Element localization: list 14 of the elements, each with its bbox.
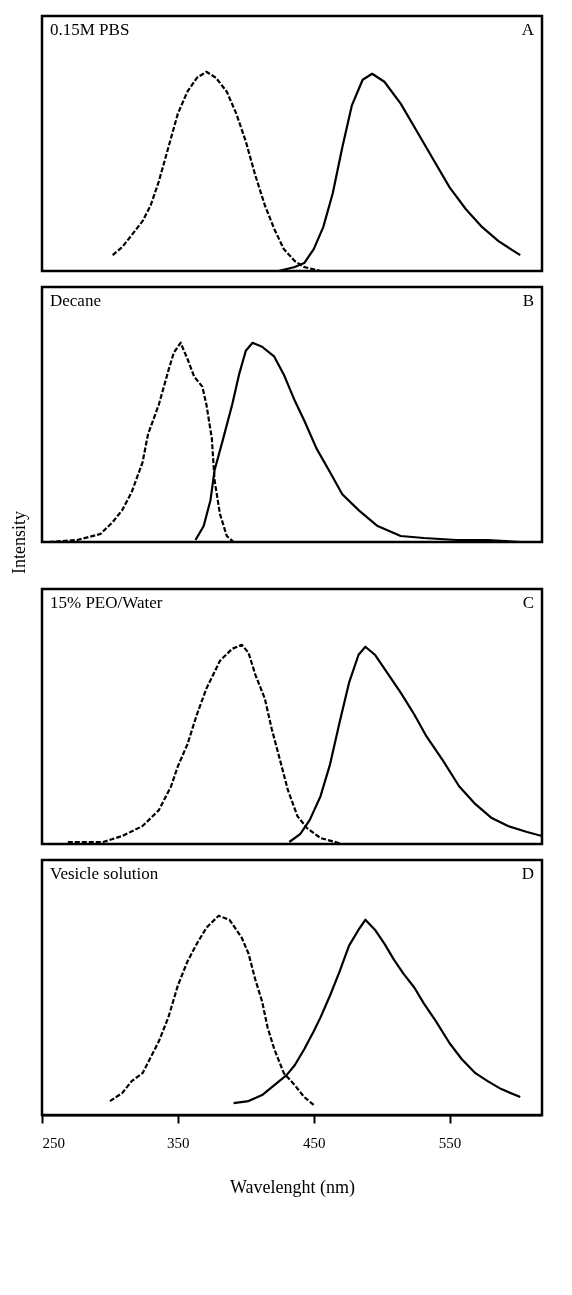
text: D xyxy=(521,864,534,883)
text: B xyxy=(522,291,534,310)
x-tick-label: 250 xyxy=(42,1134,65,1151)
text: C xyxy=(522,593,534,612)
chart-title: 0.15M PBS xyxy=(50,20,130,39)
y-axis-title: Intensity xyxy=(8,511,29,574)
text: A xyxy=(521,20,535,39)
x-tick-label: 550 xyxy=(438,1134,462,1151)
chart-title: Decane xyxy=(50,291,101,310)
chart-title: 15% PEO/Water xyxy=(50,593,163,612)
x-tick-label: 450 xyxy=(302,1134,326,1151)
chart-title: Vesicle solution xyxy=(50,864,159,883)
x-tick-label: 350 xyxy=(167,1134,190,1151)
x-axis-title: Wavelenght (nm) xyxy=(229,1176,356,1198)
